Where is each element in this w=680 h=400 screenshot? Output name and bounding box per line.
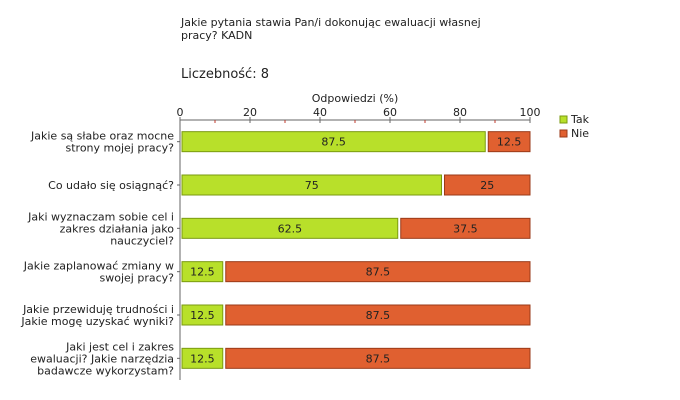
bar-tak	[181, 261, 224, 283]
bar-value-label: 12.5	[497, 136, 522, 149]
y-category-label: Jakie przewiduję trudności i Jakie mogę u…	[20, 303, 174, 328]
y-category-label: Jakie zaplanować zmiany w swojej pracy?	[23, 260, 174, 285]
bar-nie	[487, 131, 531, 153]
bar-value-label: 75	[305, 179, 319, 192]
bar-value-label: 62.5	[278, 222, 303, 235]
respondent-count: Liczebność: 8	[181, 67, 269, 82]
bar-tak	[181, 174, 442, 196]
bar-tak	[181, 304, 224, 326]
bar-value-label: 87.5	[321, 136, 346, 149]
x-tick-label: 40	[313, 106, 327, 119]
legend-label-tak: Tak	[570, 113, 590, 126]
bar-value-label: 12.5	[190, 309, 215, 322]
bar-value-label: 87.5	[366, 309, 391, 322]
y-category-label: Jaki jest cel i zakres ewaluacji? Jakie n…	[30, 340, 174, 377]
x-tick-label: 80	[453, 106, 467, 119]
bar-value-label: 25	[480, 179, 494, 192]
x-tick-label: 20	[243, 106, 257, 119]
bar-value-label: 37.5	[453, 222, 478, 235]
bar-value-label: 12.5	[190, 352, 215, 365]
bar-nie	[225, 304, 531, 326]
legend-label-nie: Nie	[571, 127, 589, 140]
bar-nie	[444, 174, 531, 196]
x-axis-title: Odpowiedzi (%)	[312, 92, 399, 105]
chart-title: Jakie pytania stawia Pan/i dokonując ewa…	[181, 16, 481, 42]
bar-tak	[181, 347, 224, 369]
bar-value-label: 87.5	[366, 266, 391, 279]
x-tick-label: 100	[520, 106, 541, 119]
legend-swatch-tak	[559, 115, 568, 124]
y-category-label: Jaki wyznaczam sobie cel i zakres działan…	[27, 210, 174, 247]
bar-nie	[225, 261, 531, 283]
bar-nie	[225, 347, 531, 369]
bar-value-label: 87.5	[366, 352, 391, 365]
y-category-label: Jakie są słabe oraz mocne strony mojej pr…	[30, 130, 174, 155]
x-tick-label: 60	[383, 106, 397, 119]
x-tick-label: 0	[177, 106, 184, 119]
legend-swatch-nie	[559, 129, 568, 138]
bar-nie	[400, 217, 531, 239]
bar-tak	[181, 217, 399, 239]
bar-tak	[181, 131, 486, 153]
bar-value-label: 12.5	[190, 266, 215, 279]
y-category-label: Co udało się osiągnąć?	[48, 179, 174, 192]
